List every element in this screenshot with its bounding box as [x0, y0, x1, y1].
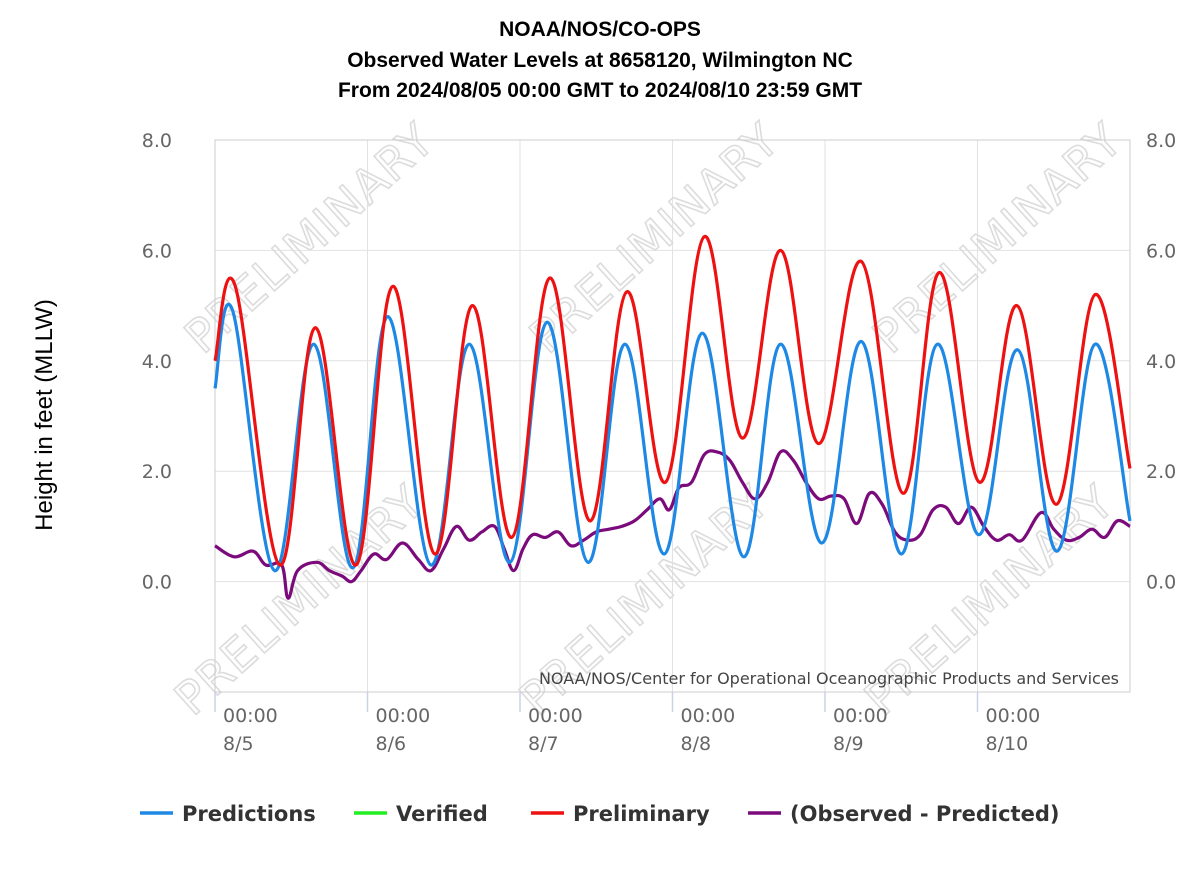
chart-title-line-1: NOAA/NOS/CO-OPS — [499, 18, 701, 41]
x-tick-time-3: 00:00 — [681, 705, 736, 727]
legend-label-2: Preliminary — [573, 802, 710, 826]
x-tick-time-1: 00:00 — [376, 705, 431, 727]
x-tick-date-2: 8/7 — [528, 733, 559, 755]
y-tick-left-4: 0.0 — [142, 572, 172, 594]
y-tick-right-4: 0.0 — [1146, 572, 1176, 594]
series-line-0 — [213, 302, 1132, 573]
x-tick-date-1: 8/6 — [376, 733, 407, 755]
preliminary-watermarks: PRELIMINARY PRELIMINARY PRELIMINARYPRELIMI… — [163, 112, 1133, 727]
series-line-3 — [214, 449, 1131, 600]
y-tick-right-3: 2.0 — [1146, 461, 1176, 483]
y-tick-right-0: 8.0 — [1146, 130, 1176, 152]
y-tick-right-2: 4.0 — [1146, 351, 1176, 373]
legend-label-0: Predictions — [182, 802, 316, 826]
y-tick-left-0: 8.0 — [142, 130, 172, 152]
y-axis-ticks: 8.0 8.0 6.0 6.0 4.0 4.0 2.0 2.0 0.0 0.0 — [142, 130, 1176, 594]
y-tick-left-2: 4.0 — [142, 351, 172, 373]
y-tick-left-3: 2.0 — [142, 461, 172, 483]
y-tick-left-1: 6.0 — [142, 240, 172, 262]
x-tick-time-5: 00:00 — [986, 705, 1041, 727]
legend-label-1: Verified — [396, 802, 488, 826]
legend-label-3: (Observed - Predicted) — [790, 802, 1059, 826]
series-line-2 — [213, 234, 1132, 567]
x-tick-time-4: 00:00 — [833, 705, 888, 727]
x-tick-date-5: 8/10 — [986, 733, 1029, 755]
watermark-2: PRELIMINARY — [862, 113, 1132, 364]
y-tick-right-1: 6.0 — [1146, 240, 1176, 262]
x-tick-time-0: 00:00 — [223, 705, 278, 727]
x-tick-date-3: 8/8 — [681, 733, 712, 755]
watermark-1: PRELIMINARY — [519, 113, 789, 364]
x-tick-time-2: 00:00 — [528, 705, 583, 727]
chart-title-line-2: Observed Water Levels at 8658120, Wilmin… — [347, 49, 853, 72]
legend: Predictions Verified Preliminary (Observed … — [140, 802, 1059, 826]
x-axis-ticks: 00:00 8/5 00:00 8/6 00:00 8/7 00:00 8/8 00:00 8/9… — [214, 692, 1041, 755]
watermark-3: PRELIMINARY — [164, 475, 434, 726]
chart-title-line-3: From 2024/08/05 00:00 GMT to 2024/08/10 … — [338, 79, 862, 102]
x-tick-date-0: 8/5 — [223, 733, 254, 755]
data-series — [213, 234, 1132, 600]
x-tick-date-4: 8/9 — [833, 733, 864, 755]
y-axis-label: Height in feet (MLLW) — [31, 299, 58, 531]
chart-credit: NOAA/NOS/Center for Operational Oceanogr… — [539, 669, 1119, 688]
